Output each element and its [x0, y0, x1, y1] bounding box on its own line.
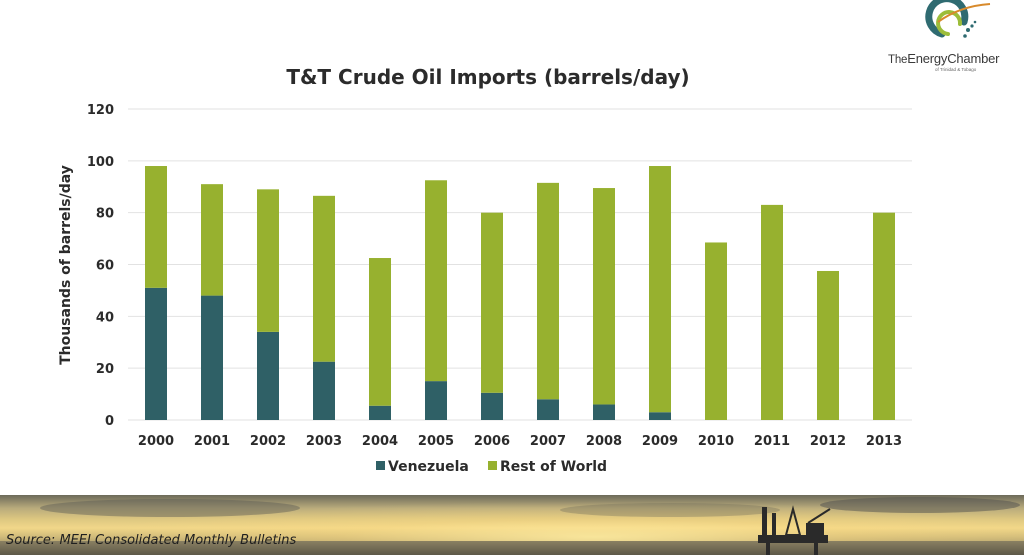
chart-title: T&T Crude Oil Imports (barrels/day) [286, 65, 689, 89]
x-tick-label: 2010 [698, 434, 734, 449]
bar-rest-of-world-2004 [369, 258, 391, 406]
bar-rest-of-world-2002 [257, 189, 279, 332]
bar-rest-of-world-2011 [761, 204, 783, 420]
oil-rig-silhouette [758, 505, 831, 555]
bar-rest-of-world-2005 [425, 180, 447, 382]
x-tick-label: 2006 [474, 434, 510, 449]
x-tick-label: 2001 [194, 434, 230, 449]
legend: Venezuela Rest of World [376, 459, 607, 475]
x-tick-label: 2013 [866, 434, 902, 449]
bar-rest-of-world-2000 [145, 166, 167, 288]
x-tick-label: 2008 [586, 434, 622, 449]
bar-rest-of-world-2009 [649, 166, 671, 413]
legend-label: Venezuela [388, 459, 469, 475]
footer-sunset-image [0, 495, 1024, 555]
bar-venezuela-2000 [145, 287, 167, 420]
y-axis-label: Thousands of barrels/day [58, 165, 74, 365]
y-tick-label: 120 [87, 103, 114, 118]
x-tick-label: 2009 [642, 434, 678, 449]
bar-venezuela-2009 [649, 412, 671, 420]
y-tick-label: 80 [96, 207, 114, 222]
x-axis-ticks: 2000 2001 2002 2003 2004 2005 2006 2007 2008 2009… [138, 434, 902, 449]
bar-venezuela-2008 [593, 404, 615, 420]
bar-rest-of-world-2003 [313, 195, 335, 362]
bar-rest-of-world-2012 [817, 270, 839, 420]
y-tick-label: 100 [87, 155, 114, 170]
bar-venezuela-2005 [425, 381, 447, 420]
bar-venezuela-2003 [313, 361, 335, 420]
bar-rest-of-world-2010 [705, 242, 727, 420]
logo-text: TheEnergyChamber [888, 51, 999, 66]
x-tick-label: 2005 [418, 434, 454, 449]
logo-text-prefix: The [888, 54, 908, 66]
x-tick-label: 2002 [250, 434, 286, 449]
legend-label: Rest of World [500, 459, 607, 475]
bar-rest-of-world-2008 [593, 188, 615, 405]
bar-venezuela-2001 [201, 295, 223, 420]
bars [145, 166, 895, 420]
y-tick-label: 40 [96, 310, 114, 325]
x-tick-label: 2003 [306, 434, 342, 449]
bar-venezuela-2007 [537, 399, 559, 420]
x-tick-label: 2007 [530, 434, 566, 449]
x-tick-label: 2012 [810, 434, 846, 449]
bar-venezuela-2006 [481, 392, 503, 420]
gridlines [128, 108, 912, 421]
bar-venezuela-2002 [257, 331, 279, 420]
x-tick-label: 2000 [138, 434, 174, 449]
y-tick-label: 60 [96, 259, 114, 274]
y-axis-ticks: 0 20 40 60 80 100 120 [87, 103, 114, 429]
bar-venezuela-2004 [369, 405, 391, 420]
bar-rest-of-world-2013 [873, 212, 895, 420]
source-note: Source: MEEI Consolidated Monthly Bullet… [6, 533, 297, 548]
bar-rest-of-world-2006 [481, 212, 503, 393]
legend-swatch [376, 461, 385, 470]
legend-swatch [488, 461, 497, 470]
bar-rest-of-world-2007 [537, 182, 559, 400]
x-tick-label: 2004 [362, 434, 398, 449]
logo-subtext: of Trinidad & Tobago [935, 67, 977, 72]
y-tick-label: 20 [96, 362, 114, 377]
energy-chamber-logo [925, 0, 991, 38]
y-tick-label: 0 [105, 414, 114, 429]
logo-text-main: EnergyChamber [907, 51, 1000, 66]
bar-rest-of-world-2001 [201, 184, 223, 296]
x-tick-label: 2011 [754, 434, 790, 449]
